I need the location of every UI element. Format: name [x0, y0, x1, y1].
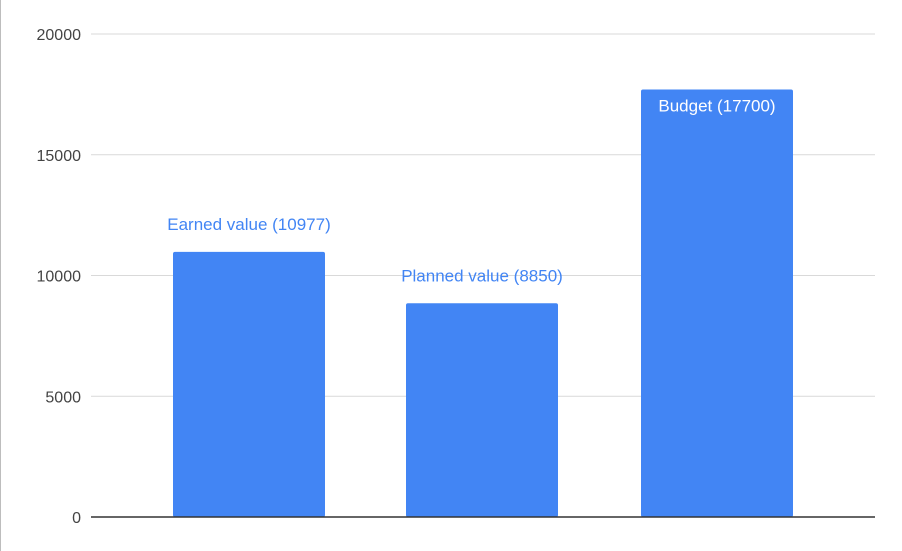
y-tick-label: 20000	[37, 27, 82, 44]
y-tick-label: 5000	[45, 389, 81, 406]
bar-budget	[641, 89, 793, 518]
data-label: Earned value (10977)	[167, 215, 331, 234]
bars	[173, 89, 793, 518]
y-tick-label: 15000	[37, 148, 82, 165]
data-label: Planned value (8850)	[401, 266, 563, 285]
data-label: Budget (17700)	[658, 97, 775, 116]
y-tick-label: 0	[72, 510, 81, 527]
data-labels: Earned value (10977) Planned value (8850)…	[167, 97, 775, 286]
bar-planned-value	[406, 303, 558, 517]
y-axis-tick-labels: 0 5000 10000 15000 20000	[37, 27, 82, 527]
y-tick-label: 10000	[37, 269, 82, 286]
bar-earned-value	[173, 251, 325, 517]
